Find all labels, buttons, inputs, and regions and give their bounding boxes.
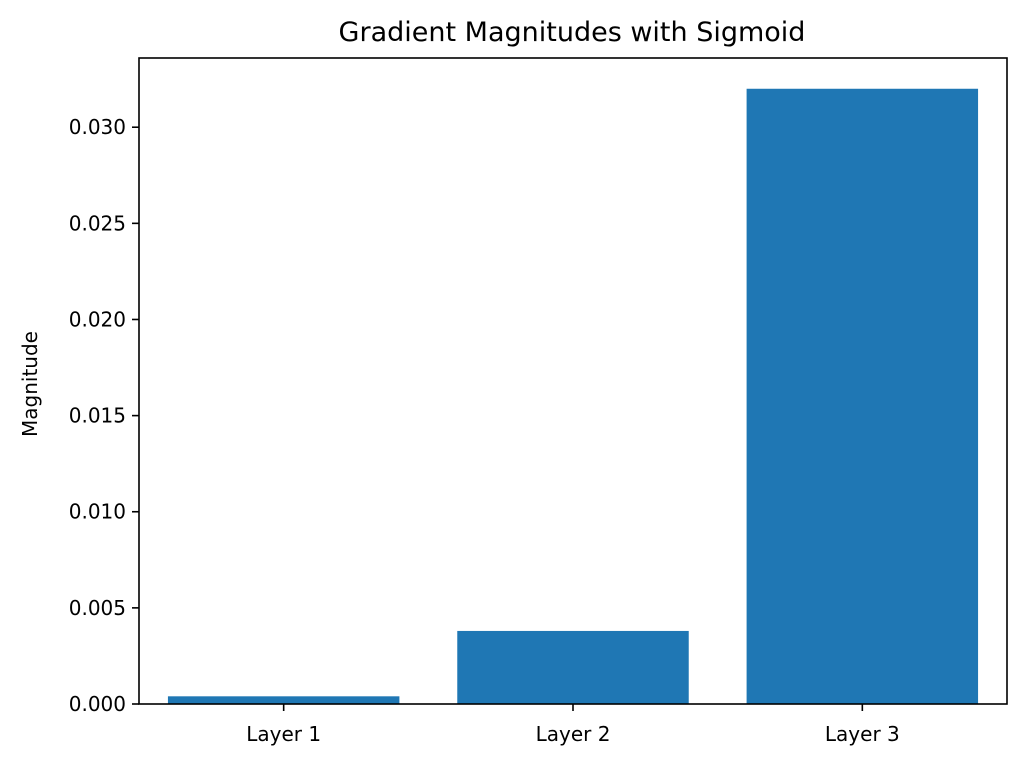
y-tick-label: 0.000 [69, 692, 126, 716]
y-tick-label: 0.005 [69, 596, 126, 620]
bar-3 [746, 88, 979, 704]
chart-title: Gradient Magnitudes with Sigmoid [339, 17, 806, 48]
y-axis-label: Magnitude [18, 331, 42, 437]
y-ticks-group: 0.000 0.005 0.010 0.015 0.020 0.025 0.030 [69, 115, 139, 716]
y-tick-label: 0.025 [69, 211, 126, 235]
x-tick-label: Layer 1 [246, 722, 321, 746]
bar-2 [457, 630, 689, 704]
x-ticks-group: Layer 1 Layer 2 Layer 3 [246, 704, 900, 746]
y-tick-label: 0.010 [69, 500, 126, 524]
bars-group [167, 88, 979, 704]
x-tick-label: Layer 2 [536, 722, 611, 746]
y-tick-label: 0.030 [69, 115, 126, 139]
plot-frame [138, 57, 1008, 705]
y-tick-label: 0.020 [69, 307, 126, 331]
bar-1 [167, 696, 400, 704]
y-tick-label: 0.015 [69, 404, 126, 428]
x-tick-label: Layer 3 [825, 722, 900, 746]
